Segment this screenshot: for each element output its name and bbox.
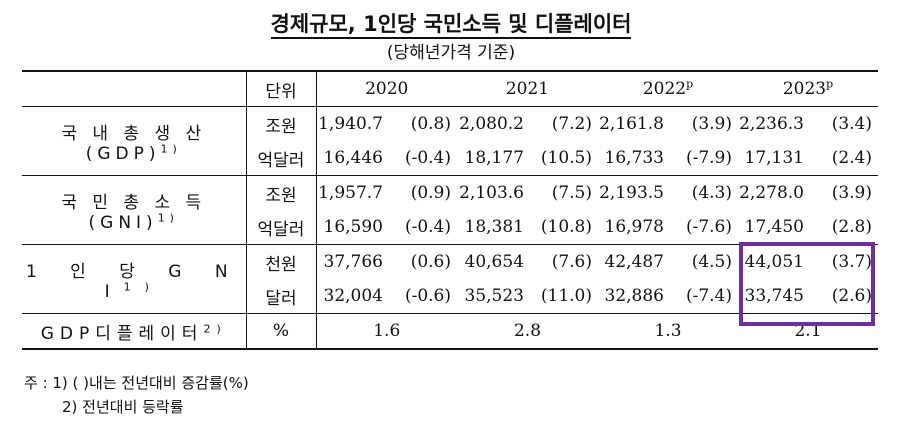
value-cell: 1,940.7 (0.8) xyxy=(318,114,451,134)
value-cell: 16,446 (-0.4) xyxy=(323,148,451,168)
table-title: 경제규모, 1인당 국민소득 및 디플레이터 xyxy=(0,8,902,39)
row-label-gni-per-capita: 1 인 당 G N I1) xyxy=(22,244,246,314)
value-cell: 37,766 (0.6) xyxy=(316,244,457,279)
value-cell: 2.8 xyxy=(457,313,598,350)
value-cell: 44,051 (3.7) xyxy=(738,244,878,279)
value-cell: 16,978 (-7.6) xyxy=(604,217,732,237)
table-row: 국 내 총 생 산 (GDP)1) 조원 1,940.7 (0.8) 2,080.… xyxy=(22,106,878,164)
table-row: 국 민 총 소 득 (GNI)1) 조원 1,957.7 (0.9) 2,103.… xyxy=(22,175,878,245)
value-cell: 17,131 (2.4) xyxy=(744,148,872,168)
row-label-gni: 국 민 총 소 득 (GNI)1) xyxy=(22,175,246,245)
table-row: GDP디플레이터2) % 1.6 2.8 1.3 2.1 xyxy=(22,313,878,350)
unit-cell: 천원 xyxy=(245,244,317,279)
value-cell: 2.1 xyxy=(738,313,878,350)
value-cell: 2,236.3 (3.4) xyxy=(739,114,872,134)
value-cell: 2,103.6 (7.5) xyxy=(457,175,598,210)
header-unit: 단위 xyxy=(245,70,317,107)
unit-cell: 억달러 xyxy=(245,210,317,245)
footnote-2: 2) 전년대비 등락률 xyxy=(62,398,184,416)
table-row: 달러 32,004 (-0.6) 35,523 (11.0) 32,886 (-7.4… xyxy=(22,279,878,314)
value-cell: 2,278.0 (3.9) xyxy=(738,175,878,210)
row-label-gdp: 국 내 총 생 산 (GDP)1) xyxy=(61,123,207,164)
footnote-1: 주 : 1) ( )내는 전년대비 증감률(%) xyxy=(24,374,249,392)
value-cell: 17,450 (2.8) xyxy=(744,217,872,237)
unit-cell: 억달러 xyxy=(245,141,317,176)
table-row: 1 인 당 G N I1) 천원 37,766 (0.6) 40,654 (7.6)… xyxy=(22,244,878,314)
value-cell: 16,590 (-0.4) xyxy=(323,217,451,237)
header-year: 2021 xyxy=(457,70,598,107)
value-cell: 1,957.7 (0.9) xyxy=(316,175,457,210)
value-cell: 2,161.8 (3.9) xyxy=(599,114,732,134)
table-row: 억달러 16,590 (-0.4) 18,381 (10.8) 16,978 (-7.… xyxy=(22,210,878,245)
table-row: 억달러 16,446 (-0.4) 18,177 (10.5) 16,733 (-7.… xyxy=(22,141,878,176)
table-subtitle: (당해년가격 기준) xyxy=(386,43,516,63)
unit-cell: 조원 xyxy=(245,106,317,141)
header-year: 2023p xyxy=(738,70,878,107)
value-cell: 2,193.5 (4.3) xyxy=(598,175,738,210)
value-cell: 32,004 (-0.6) xyxy=(323,286,451,306)
header-year: 2020 xyxy=(316,70,457,107)
value-cell: 42,487 (4.5) xyxy=(598,244,738,279)
value-cell: 33,745 (2.6) xyxy=(744,286,872,306)
highlight-box xyxy=(739,242,875,326)
header-year: 2022p xyxy=(598,70,738,107)
value-cell: 35,523 (11.0) xyxy=(464,286,592,306)
unit-cell: 달러 xyxy=(245,279,317,314)
economy-table: 단위 2020 2021 2022p 2023p 국 내 총 생 산 (GDP)… xyxy=(22,70,878,350)
value-cell: 18,381 (10.8) xyxy=(464,217,592,237)
unit-cell: 조원 xyxy=(245,175,317,210)
value-cell: 2,080.2 (7.2) xyxy=(459,114,592,134)
header-row: 단위 2020 2021 2022p 2023p xyxy=(22,70,878,107)
row-label-deflator: GDP디플레이터2) xyxy=(22,313,246,350)
value-cell: 18,177 (10.5) xyxy=(464,148,592,168)
value-cell: 1.6 xyxy=(316,313,457,350)
value-cell: 40,654 (7.6) xyxy=(457,244,598,279)
value-cell: 32,886 (-7.4) xyxy=(604,286,732,306)
value-cell: 16,733 (-7.9) xyxy=(604,148,732,168)
header-blank xyxy=(22,70,246,107)
value-cell: 1.3 xyxy=(598,313,738,350)
unit-cell: % xyxy=(245,313,317,350)
